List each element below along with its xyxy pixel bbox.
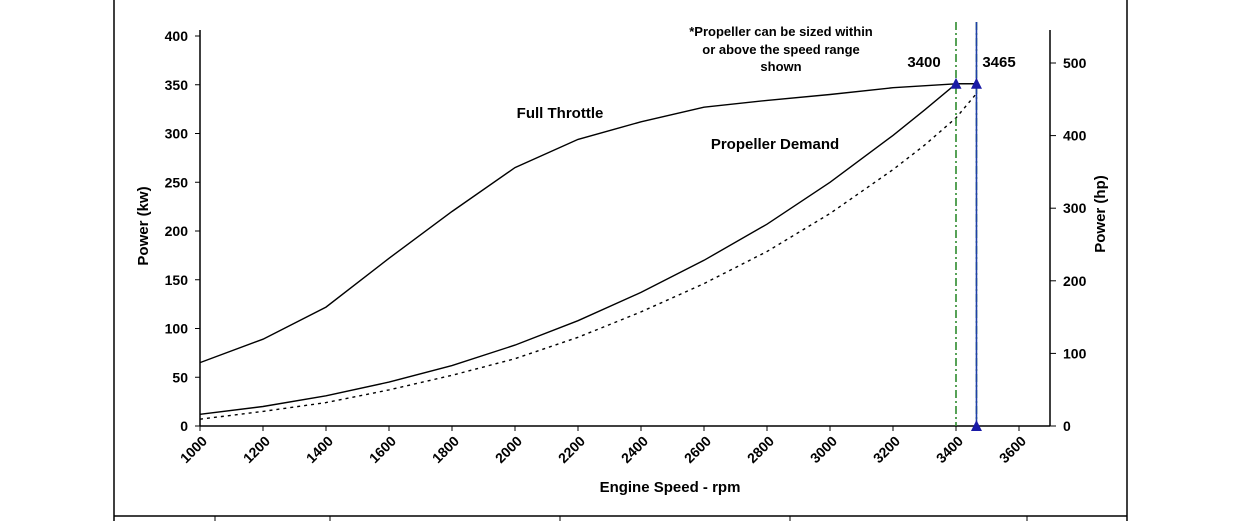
data-marker-1 xyxy=(970,77,982,89)
y2-tick-label: 0 xyxy=(1063,418,1071,434)
rpm-3465-label: 3465 xyxy=(982,54,1015,71)
y-tick-label: 100 xyxy=(165,321,189,337)
x-tick-label: 2800 xyxy=(744,433,777,466)
series-line-1 xyxy=(199,83,977,415)
y-tick-label: 250 xyxy=(165,174,189,190)
x-tick-label: 1600 xyxy=(366,433,399,466)
series-line-2 xyxy=(199,93,978,420)
reference-lines-group xyxy=(955,22,978,426)
y-tick-label: 400 xyxy=(165,28,189,44)
propeller-note-line-3: shown xyxy=(760,59,801,74)
x-tick-label: 1200 xyxy=(240,433,273,466)
series-group xyxy=(199,83,978,420)
y2-tick-label: 400 xyxy=(1063,128,1087,144)
rpm-3400-label: 3400 xyxy=(907,54,940,71)
y-tick-label: 150 xyxy=(165,272,189,288)
data-marker-2 xyxy=(970,420,982,431)
y2-axis-label: Power (hp) xyxy=(1092,175,1109,253)
x-tick-label: 1000 xyxy=(177,433,210,466)
x-tick-label: 2000 xyxy=(492,433,525,466)
x-tick-label: 3600 xyxy=(996,433,1029,466)
propeller-note-line-1: *Propeller can be sized within xyxy=(689,24,873,39)
x-tick-label: 3000 xyxy=(807,433,840,466)
x-tick-label: 2600 xyxy=(681,433,714,466)
y-tick-label: 0 xyxy=(180,418,188,434)
y2-tick-label: 500 xyxy=(1063,55,1087,71)
y2-tick-label: 100 xyxy=(1063,345,1087,361)
y-tick-label: 200 xyxy=(165,223,189,239)
y-tick-label: 350 xyxy=(165,77,189,93)
x-tick-label: 3400 xyxy=(933,433,966,466)
full-throttle-label: Full Throttle xyxy=(517,105,604,122)
propeller-note-line-2: or above the speed range xyxy=(702,42,860,57)
y-tick-label: 300 xyxy=(165,126,189,142)
propeller-demand-label: Propeller Demand xyxy=(711,136,839,153)
axes-group: 0 50 100 150 200 250 300 350 400 0 100 200 300 400 500… xyxy=(165,28,1087,466)
x-tick-label: 1800 xyxy=(429,433,462,466)
data-marker-0 xyxy=(950,77,962,89)
x-tick-label: 1400 xyxy=(303,433,336,466)
x-tick-label: 2400 xyxy=(618,433,651,466)
x-tick-label: 3200 xyxy=(870,433,903,466)
y-tick-label: 50 xyxy=(172,369,188,385)
y-axis-label: Power (kw) xyxy=(135,186,152,265)
markers-group xyxy=(950,77,982,431)
x-axis-label: Engine Speed - rpm xyxy=(600,479,741,496)
y2-tick-label: 300 xyxy=(1063,200,1087,216)
y2-tick-label: 200 xyxy=(1063,273,1087,289)
series-line-0 xyxy=(199,83,977,364)
x-tick-label: 2200 xyxy=(555,433,588,466)
